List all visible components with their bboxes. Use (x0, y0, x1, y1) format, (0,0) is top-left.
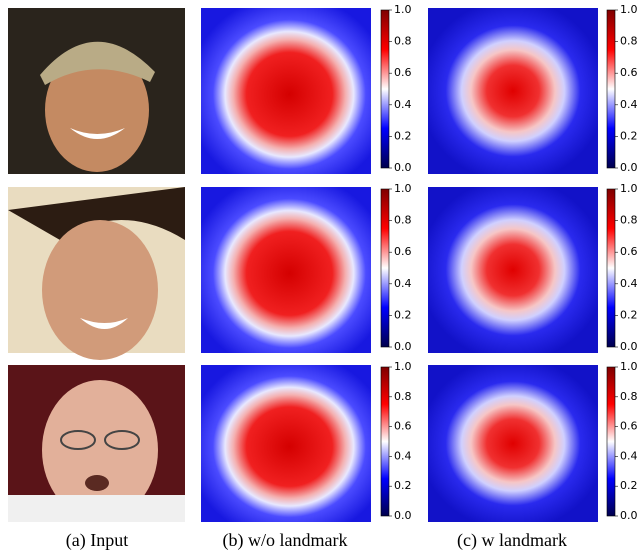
input-photos (8, 8, 185, 522)
colorbar-tick-label: 1.0 (394, 3, 412, 16)
colorbar-tick-label: 0.4 (394, 277, 412, 290)
mouth (85, 475, 109, 491)
colorbar-tick-label: 1.0 (620, 3, 638, 16)
colorbar-tick-label: 0.0 (394, 161, 412, 174)
colorbar-tick-label: 0.2 (394, 308, 412, 321)
heatmap (201, 8, 371, 174)
colorbar-tick-label: 0.6 (620, 245, 638, 258)
colorbar-tick-label: 0.4 (620, 277, 638, 290)
caption: (a) Input (66, 530, 128, 551)
colorbar-tick-label: 0.8 (394, 390, 412, 403)
colorbar-tick-label: 0.0 (394, 509, 412, 522)
colorbar-tick-label: 1.0 (394, 360, 412, 373)
colorbar (607, 10, 615, 168)
colorbar-tick-label: 0.6 (620, 66, 638, 79)
colorbar-tick-label: 0.4 (620, 98, 638, 111)
colorbar (607, 189, 615, 347)
colorbar-tick-label: 1.0 (394, 182, 412, 195)
colorbar-tick-label: 0.2 (394, 479, 412, 492)
face (42, 220, 158, 360)
colorbar-tick-label: 0.0 (620, 509, 638, 522)
colorbar-tick-label: 0.0 (394, 340, 412, 353)
colorbar-tick-label: 0.8 (620, 390, 638, 403)
heatmap (428, 187, 598, 353)
colorbar-tick-label: 0.4 (394, 98, 412, 111)
colorbar-tick-label: 0.2 (620, 308, 638, 321)
colorbar-tick-label: 0.4 (394, 449, 412, 462)
caption: (c) w landmark (457, 530, 567, 551)
colorbar (381, 189, 389, 347)
captions: (a) Input (b) w/o landmark (c) w landmark (66, 530, 567, 551)
shirt (8, 495, 185, 522)
colorbar-tick-label: 0.2 (620, 129, 638, 142)
heatmap (428, 8, 598, 174)
colorbar-tick-label: 1.0 (620, 182, 638, 195)
heatmap (201, 187, 371, 353)
colorbar-tick-label: 0.8 (620, 214, 638, 227)
colorbar (381, 367, 389, 516)
colorbar-tick-label: 0.6 (394, 66, 412, 79)
colorbar-tick-label: 0.2 (394, 129, 412, 142)
colorbar-tick-label: 0.8 (394, 35, 412, 48)
colorbar (381, 10, 389, 168)
colorbar-tick-label: 0.0 (620, 340, 638, 353)
heatmaps: 0.0 0.2 0.4 0.6 0.8 1.0 0.0 0.2 0.4 0.6 0.8 1.0 0.0 0… (201, 3, 638, 522)
colorbar-tick-label: 0.4 (620, 449, 638, 462)
colorbar-tick-label: 0.8 (620, 35, 638, 48)
colorbar (607, 367, 615, 516)
heatmap (201, 365, 371, 522)
colorbar-tick-label: 0.6 (620, 420, 638, 433)
colorbar-tick-label: 0.2 (620, 479, 638, 492)
colorbar-tick-label: 0.6 (394, 245, 412, 258)
figure: 0.0 0.2 0.4 0.6 0.8 1.0 0.0 0.2 0.4 0.6 0.8 1.0 0.0 0… (0, 0, 638, 552)
colorbar-tick-label: 0.8 (394, 214, 412, 227)
colorbar-tick-label: 0.6 (394, 420, 412, 433)
colorbar-tick-label: 0.0 (620, 161, 638, 174)
caption: (b) w/o landmark (223, 530, 348, 551)
colorbar-tick-label: 1.0 (620, 360, 638, 373)
heatmap (428, 365, 598, 522)
